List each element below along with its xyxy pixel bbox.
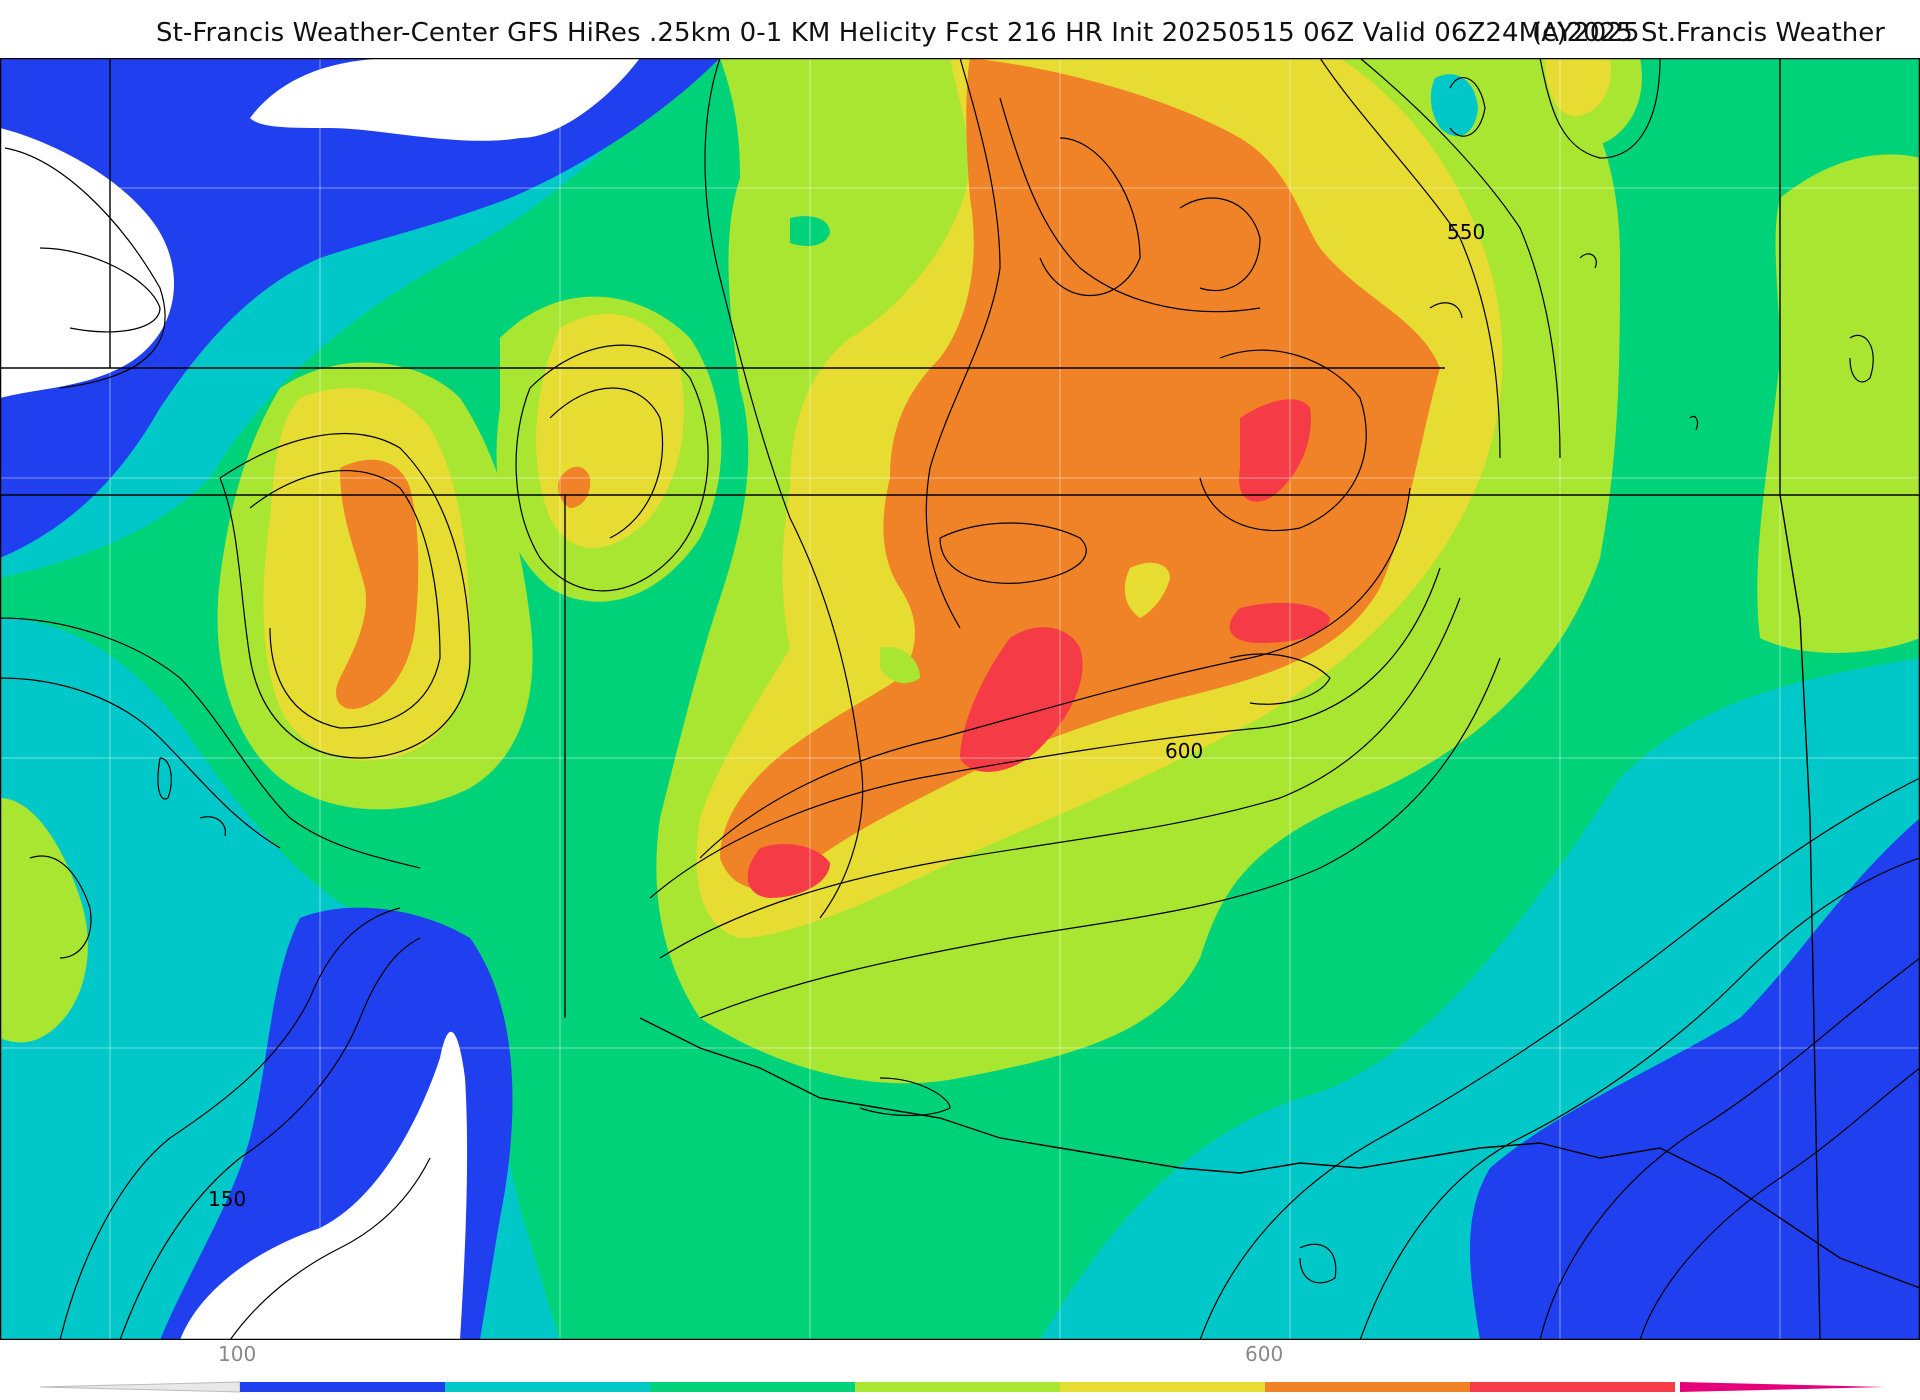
color-legend: 100 600 [0,1340,1920,1400]
field-red-central [960,627,1083,772]
field-green-pocket-1 [790,216,830,246]
legend-tick-600: 600 [1245,1342,1284,1366]
contour-lines [0,58,1920,1340]
contour-label-text-600: 600 [1165,739,1203,763]
field-orange-northwest-small [558,466,591,508]
colorbar-segment [1060,1382,1265,1392]
colorbar-segments [240,1382,1675,1392]
field-red-north [1239,399,1311,502]
colorbar-segment [1265,1382,1470,1392]
contour-label-150: 150 [208,1187,246,1211]
colorbar-segment [240,1382,445,1392]
contour-label-600: 600 [1165,739,1203,763]
contour-label-text-550: 550 [1447,220,1485,244]
title-bar: St-Francis Weather-Center GFS HiRes .25k… [0,0,1920,58]
field-cyan-pocket-north [1430,74,1478,137]
colorbar-segment [445,1382,650,1392]
colorbar-right-arrow [1680,1382,1885,1392]
colorbar-segment [650,1382,855,1392]
field-lime-pocket-1 [880,647,920,684]
field-red-south [747,843,830,898]
legend-tick-100: 100 [218,1342,257,1366]
colorbar-segment [1470,1382,1675,1392]
contour-label-550: 550 [1447,220,1485,244]
helicity-map: 550 600 150 [0,58,1920,1340]
field-blue-northwest [0,58,720,558]
field-blue-southeast [1470,818,1920,1340]
colorbar [39,1381,1885,1393]
field-yellow-north-small [1545,58,1611,117]
field-lime-farwest [0,798,88,1043]
field-yellow-pocket [1124,562,1170,618]
contour-label-text-150: 150 [208,1187,246,1211]
field-orange-west [336,459,419,709]
field-lime-east [1757,154,1920,654]
map-title: St-Francis Weather-Center GFS HiRes .25k… [156,18,1640,48]
copyright-text: (c)2025 St.Francis Weather [1532,18,1885,48]
colorbar-left-arrow [39,1381,241,1393]
state-boundaries [0,58,1920,1340]
map-frame: 550 600 150 [0,58,1920,1340]
field-green-pocket-2 [1650,524,1700,564]
field-red-east [1229,602,1330,643]
field-white-north [250,58,640,141]
colorbar-segment [855,1382,1060,1392]
field-white-south [180,1031,468,1340]
